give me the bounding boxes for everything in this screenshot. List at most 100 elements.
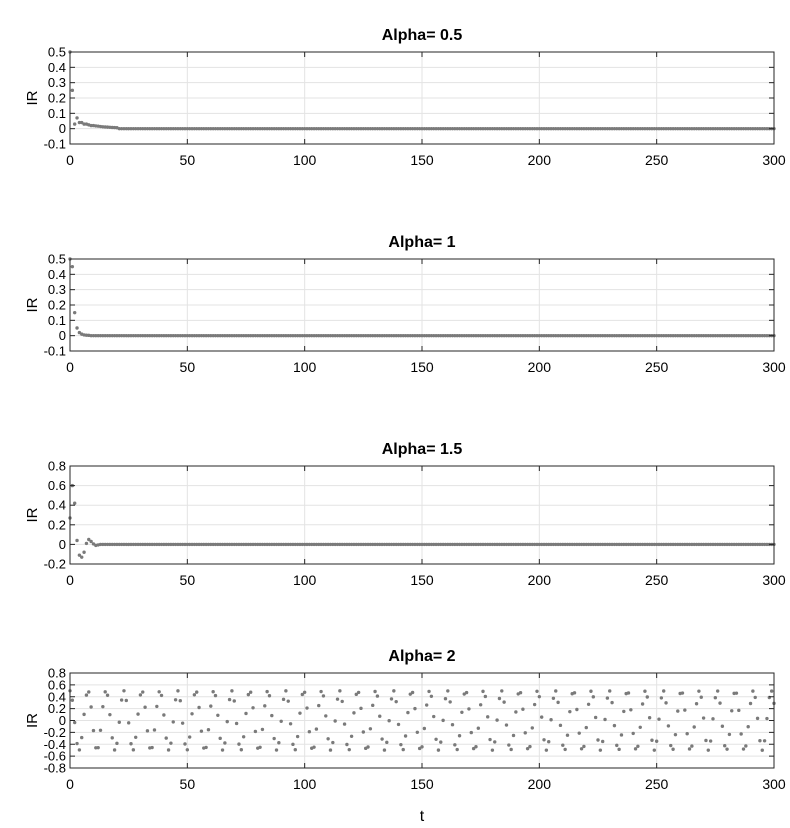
data-point xyxy=(610,542,614,547)
data-point xyxy=(171,542,175,547)
data-point xyxy=(460,710,464,714)
data-point xyxy=(694,333,699,338)
data-point xyxy=(82,550,86,554)
data-point xyxy=(263,333,267,338)
chart-title: Alpha= 1.5 xyxy=(382,441,463,458)
data-point xyxy=(338,333,342,338)
data-point xyxy=(537,126,542,131)
data-point xyxy=(490,333,495,338)
data-point xyxy=(723,333,727,338)
data-point xyxy=(293,126,297,131)
data-point xyxy=(371,542,375,547)
data-point xyxy=(307,333,312,338)
data-point xyxy=(183,333,187,338)
data-point xyxy=(356,690,361,695)
data-point xyxy=(687,747,692,751)
y-tick-label: 0.5 xyxy=(48,45,66,60)
data-point xyxy=(321,333,326,338)
data-point xyxy=(622,333,626,338)
data-point xyxy=(718,542,722,547)
data-point xyxy=(558,723,563,728)
data-point xyxy=(403,734,408,738)
data-point xyxy=(568,709,572,714)
data-point xyxy=(725,126,729,131)
data-point xyxy=(535,542,539,547)
data-point xyxy=(481,126,485,131)
data-point xyxy=(669,126,673,131)
data-point xyxy=(101,542,105,547)
data-point xyxy=(349,333,354,338)
data-point xyxy=(373,333,377,338)
data-point xyxy=(561,542,565,547)
data-point xyxy=(424,126,429,131)
data-point xyxy=(389,697,394,701)
data-point xyxy=(582,333,586,338)
data-point xyxy=(561,333,565,338)
data-point xyxy=(450,542,455,547)
data-point xyxy=(765,716,769,721)
x-tick-label: 0 xyxy=(66,359,74,375)
data-point xyxy=(765,333,769,338)
data-point xyxy=(657,542,661,547)
data-point xyxy=(645,542,649,547)
data-point xyxy=(401,542,405,547)
y-tick-label: 0.2 xyxy=(48,298,66,313)
data-point xyxy=(96,333,100,338)
data-point xyxy=(441,333,445,338)
data-point xyxy=(429,542,434,547)
data-point xyxy=(148,126,152,131)
data-point xyxy=(152,126,157,131)
data-point xyxy=(424,333,429,338)
data-point xyxy=(586,542,591,547)
data-point xyxy=(70,264,75,269)
data-point xyxy=(302,542,307,547)
data-point xyxy=(406,333,410,338)
data-point xyxy=(279,542,283,547)
data-point xyxy=(600,333,605,338)
data-point xyxy=(187,126,192,131)
data-point xyxy=(166,126,171,131)
data-point xyxy=(680,691,685,695)
data-point xyxy=(72,310,77,315)
data-point xyxy=(683,333,687,338)
y-tick-label: 0 xyxy=(59,537,66,552)
data-point xyxy=(333,719,337,723)
subplot-3: 0 50 100 150 200 250 300-0.200.20.40.60.8Alpha… xyxy=(24,441,786,588)
data-point xyxy=(199,333,204,338)
data-point xyxy=(173,333,178,338)
data-point xyxy=(523,126,527,131)
data-point xyxy=(486,542,490,547)
x-tick-label: 300 xyxy=(762,572,786,588)
data-point xyxy=(260,333,265,338)
data-point xyxy=(443,126,448,131)
data-point xyxy=(542,126,546,131)
data-point xyxy=(368,126,373,131)
data-point xyxy=(631,126,635,131)
data-point xyxy=(539,333,544,338)
data-point xyxy=(171,720,175,724)
data-point xyxy=(486,126,490,131)
data-point xyxy=(427,542,431,547)
data-point xyxy=(615,333,619,338)
data-point xyxy=(305,542,309,547)
data-point xyxy=(209,126,213,131)
data-point xyxy=(570,542,574,547)
data-point xyxy=(178,333,182,338)
data-point xyxy=(751,333,755,338)
data-point xyxy=(380,126,384,131)
data-point xyxy=(401,126,405,131)
data-point xyxy=(115,333,119,338)
data-point xyxy=(624,542,628,547)
data-point xyxy=(486,715,490,719)
data-point xyxy=(286,699,290,703)
data-point xyxy=(141,690,145,694)
data-point xyxy=(460,333,464,338)
data-point xyxy=(547,333,551,338)
data-point xyxy=(537,333,542,338)
data-point xyxy=(302,126,307,131)
data-point xyxy=(281,542,286,547)
data-point xyxy=(539,542,544,547)
data-point xyxy=(507,743,511,747)
data-point xyxy=(493,740,497,744)
data-point xyxy=(176,126,180,131)
